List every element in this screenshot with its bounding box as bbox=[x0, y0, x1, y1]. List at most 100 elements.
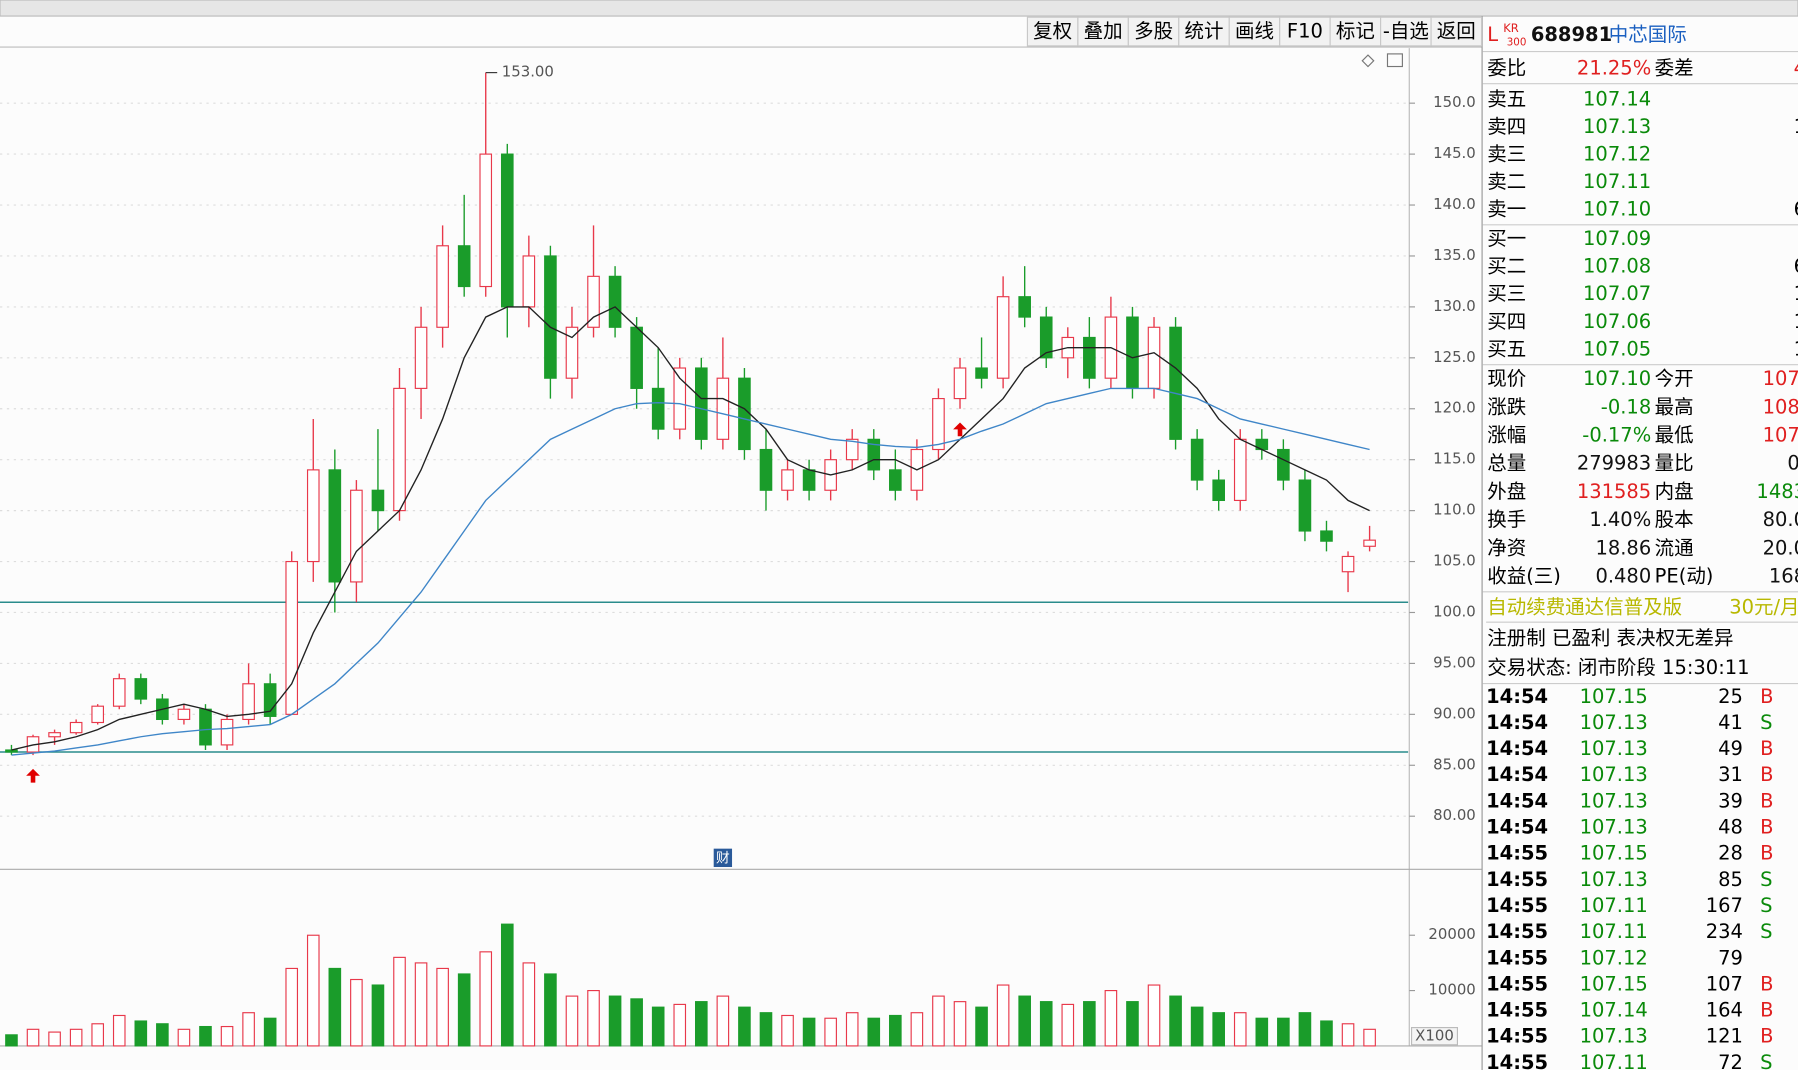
book-label: 买四 bbox=[1487, 310, 1526, 333]
trade-volume: 167 bbox=[1706, 894, 1743, 917]
y-tick-label: 110.0 bbox=[1433, 501, 1476, 519]
event-label: 财 bbox=[716, 850, 730, 866]
trade-time: 14:55 bbox=[1486, 842, 1548, 865]
book-price: 107.06 bbox=[1583, 310, 1651, 333]
trade-price: 107.15 bbox=[1580, 842, 1648, 865]
toolbar-label[interactable]: 标记 bbox=[1336, 20, 1375, 43]
candle-body bbox=[587, 275, 600, 328]
stat-value: 107. bbox=[1763, 424, 1798, 447]
stat-label: 流通 bbox=[1655, 536, 1694, 559]
stat-label: 现价 bbox=[1487, 367, 1526, 390]
stat-label: 外盘 bbox=[1487, 480, 1526, 503]
toolbar-button[interactable] bbox=[1380, 16, 1432, 47]
ma-line bbox=[11, 306, 1370, 751]
toolbar-label[interactable]: -自选 bbox=[1383, 20, 1429, 43]
toolbar-button[interactable] bbox=[1178, 16, 1230, 47]
candle-body bbox=[220, 718, 234, 746]
trade-time: 14:54 bbox=[1486, 763, 1548, 786]
book-label: 卖四 bbox=[1487, 115, 1526, 138]
volume-bar bbox=[953, 1001, 967, 1047]
volume-bar bbox=[199, 1025, 212, 1047]
y-tick-label: 20000 bbox=[1428, 925, 1475, 943]
notice[interactable]: 自动续费通达信普及版 bbox=[1487, 595, 1682, 618]
toolbar-label[interactable]: 叠加 bbox=[1084, 20, 1123, 43]
candle-body bbox=[371, 489, 385, 512]
toolbar-button[interactable] bbox=[1127, 16, 1180, 47]
book-price: 107.14 bbox=[1583, 87, 1651, 110]
value: 4 bbox=[1794, 56, 1798, 79]
badge-sub: 300 bbox=[1507, 36, 1527, 48]
candle-body bbox=[1363, 539, 1376, 547]
toolbar-button[interactable] bbox=[1279, 16, 1331, 47]
candle-body bbox=[630, 326, 643, 389]
toolbar-button[interactable] bbox=[1329, 16, 1382, 47]
candle-body bbox=[1018, 296, 1031, 318]
icon[interactable] bbox=[1361, 54, 1375, 68]
y-tick-label: 145.0 bbox=[1433, 144, 1476, 162]
toolbar-button[interactable] bbox=[1430, 16, 1483, 47]
toolbar-label[interactable]: 统计 bbox=[1185, 20, 1224, 43]
candle-body bbox=[306, 469, 320, 563]
volume-bar bbox=[1233, 1012, 1247, 1047]
volume-bar bbox=[651, 1006, 665, 1047]
book-price: 107.10 bbox=[1583, 197, 1651, 220]
toolbar-label[interactable]: 复权 bbox=[1033, 20, 1072, 43]
candle-body bbox=[565, 326, 579, 379]
trade-volume: 107 bbox=[1706, 972, 1743, 995]
book-label: 买三 bbox=[1487, 282, 1526, 305]
book-price: 107.09 bbox=[1583, 227, 1651, 250]
candle-body bbox=[263, 683, 277, 717]
trade-price: 107.11 bbox=[1580, 920, 1648, 943]
y-tick-label: 85.00 bbox=[1433, 755, 1476, 773]
volume-bar bbox=[1147, 984, 1161, 1047]
volume-bar bbox=[371, 984, 385, 1047]
candle-body bbox=[1277, 448, 1290, 481]
candle-body bbox=[996, 296, 1010, 379]
candle-body bbox=[522, 255, 536, 308]
status: 交易状态: 闭市阶段 15:30:11 bbox=[1487, 656, 1749, 679]
candle-body bbox=[479, 153, 493, 288]
volume-bar bbox=[695, 1001, 708, 1047]
toolbar-label[interactable]: F10 bbox=[1287, 20, 1323, 43]
event-box bbox=[713, 848, 733, 868]
volume-bar bbox=[436, 967, 449, 1047]
trade-time: 14:55 bbox=[1486, 946, 1548, 969]
toolbar-button[interactable] bbox=[1228, 16, 1281, 47]
volume-bar bbox=[112, 1014, 126, 1047]
volume-bar bbox=[1039, 1001, 1053, 1047]
stat-value: 1483 bbox=[1756, 480, 1798, 503]
volume-bar bbox=[759, 1012, 773, 1047]
y-tick-label: 90.00 bbox=[1433, 704, 1476, 722]
toolbar-label[interactable]: 返回 bbox=[1437, 20, 1476, 43]
stat-value: 107.10 bbox=[1583, 367, 1651, 390]
volume-bar bbox=[285, 967, 299, 1047]
stat-value: 18.86 bbox=[1595, 536, 1651, 559]
candle-body bbox=[695, 367, 708, 440]
volume-bar bbox=[932, 995, 945, 1047]
trade-side: S bbox=[1760, 868, 1772, 891]
candle-body bbox=[350, 489, 363, 583]
volume-bar bbox=[824, 1017, 837, 1047]
candle-body bbox=[48, 732, 61, 738]
candle-body bbox=[845, 438, 859, 461]
book-price: 107.12 bbox=[1583, 142, 1651, 165]
book-volume: 6 bbox=[1794, 255, 1798, 278]
stat-label: PE(动) bbox=[1655, 565, 1714, 588]
candle-body bbox=[457, 245, 471, 288]
volume-bar bbox=[1083, 1001, 1096, 1047]
book-price: 107.07 bbox=[1583, 282, 1651, 305]
trade-volume: 25 bbox=[1718, 685, 1743, 708]
toolbar-label[interactable]: 画线 bbox=[1235, 20, 1274, 43]
trade-time: 14:55 bbox=[1486, 920, 1548, 943]
icon[interactable] bbox=[1386, 53, 1403, 68]
trade-time: 14:55 bbox=[1486, 999, 1548, 1022]
trade-side: B bbox=[1760, 999, 1773, 1022]
book-label: 卖二 bbox=[1487, 170, 1526, 193]
toolbar-label[interactable]: 多股 bbox=[1134, 20, 1173, 43]
candle-body bbox=[889, 469, 902, 491]
notice-price[interactable]: 30元/月 bbox=[1729, 595, 1798, 618]
candle-body bbox=[716, 377, 730, 440]
trade-price: 107.13 bbox=[1580, 789, 1648, 812]
candle-body bbox=[199, 708, 212, 746]
